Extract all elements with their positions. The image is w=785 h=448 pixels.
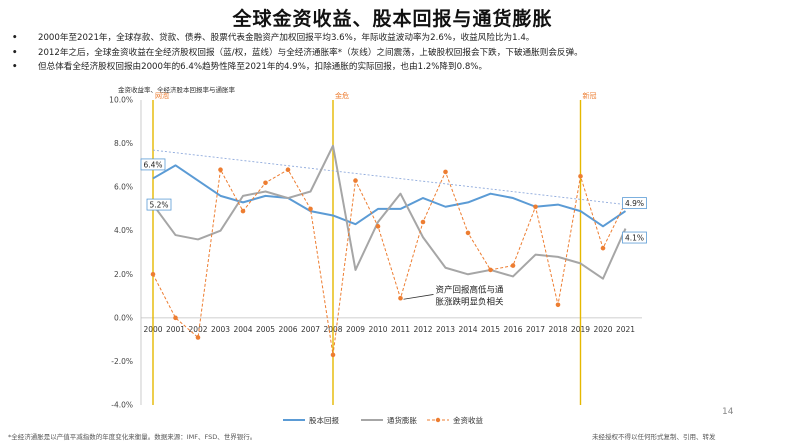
series-line-0 xyxy=(152,164,627,228)
value-label-box xyxy=(622,231,647,244)
x-tick-label: 2009 xyxy=(346,325,365,334)
x-tick-label: 2015 xyxy=(481,325,500,334)
x-tick-label: 2011 xyxy=(391,325,410,334)
x-tick-label: 2004 xyxy=(233,325,252,334)
trend-line xyxy=(152,149,626,206)
series-point xyxy=(510,263,516,268)
series-point xyxy=(195,335,201,340)
x-tick-label: 2012 xyxy=(413,325,432,334)
x-tick-label: 2006 xyxy=(278,325,297,334)
value-label: 4.1% xyxy=(625,234,644,243)
y-tick-label: -4.0% xyxy=(111,401,133,410)
legend-label: 通货膨胀 xyxy=(387,415,417,425)
series-point xyxy=(330,352,336,358)
x-tick-label: 2020 xyxy=(593,325,612,334)
legend-label: 金资收益 xyxy=(453,415,483,425)
x-tick-label: 2021 xyxy=(616,325,635,334)
bullet-text: 但总体看全经济股权回报由2000年的6.4%趋势性降至2021年的4.9%，扣除… xyxy=(38,62,488,72)
bullet-text: 2000年至2021年，全球存款、贷款、债券、股票代表金融资产加权回报平均3.6… xyxy=(38,33,535,43)
bullet-item: • 2000年至2021年，全球存款、贷款、债券、股票代表金融资产加权回报平均3.… xyxy=(8,31,778,46)
series-line-2 xyxy=(152,168,626,355)
series-point xyxy=(600,245,606,251)
value-label-box xyxy=(140,158,166,171)
value-label-box xyxy=(622,197,647,210)
series-point xyxy=(150,271,156,277)
series-point xyxy=(285,167,291,173)
bullet-marker: • xyxy=(12,62,18,72)
x-tick-label: 2001 xyxy=(166,325,185,334)
x-tick-label: 2016 xyxy=(503,325,522,334)
series-point xyxy=(353,178,358,183)
series-line-1 xyxy=(152,144,627,280)
value-label: 4.9% xyxy=(625,199,644,208)
y-tick-label: 10.0% xyxy=(109,96,133,105)
copyright-notice: 未经授权不得以任何形式复制、引用、转发 xyxy=(592,433,716,441)
x-tick-label: 2003 xyxy=(211,325,230,334)
footnote: *全经济通胀是以产值平减指数的年度变化来衡量。数据来源：IMF、FSD、世界银行… xyxy=(8,433,257,441)
x-tick-label: 2005 xyxy=(256,325,275,334)
event-label: 新冠 xyxy=(583,91,597,100)
legend-swatch-marker xyxy=(435,417,441,423)
series-point xyxy=(218,167,223,173)
page-number: 14 xyxy=(722,407,734,417)
x-tick-label: 2018 xyxy=(548,325,567,334)
series-point xyxy=(465,230,471,236)
bullet-item: • 2012年之后，全球金资收益在全经济股权回报（蓝/权，蓝线）与全经济通胀率*（… xyxy=(8,46,778,61)
series-point xyxy=(375,224,381,229)
event-label: 金危 xyxy=(335,91,349,100)
series-point xyxy=(578,173,583,179)
series-point xyxy=(173,315,178,321)
y-tick-label: 6.0% xyxy=(114,183,133,192)
annotation-arrow xyxy=(403,294,434,300)
legend-label: 股本回报 xyxy=(309,415,339,425)
series-point xyxy=(488,267,493,273)
x-tick-label: 2010 xyxy=(368,325,387,334)
bullet-list: • 2000年至2021年，全球存款、贷款、债券、股票代表金融资产加权回报平均3.… xyxy=(8,31,778,75)
x-tick-label: 2007 xyxy=(301,325,320,334)
series-point xyxy=(420,219,426,225)
x-tick-label: 2014 xyxy=(458,325,477,334)
y-tick-label: 2.0% xyxy=(114,270,133,279)
value-label: 5.2% xyxy=(149,201,168,210)
annotation-text: 胀涨跌明显负相关 xyxy=(436,296,505,307)
series-point xyxy=(555,302,561,308)
page-title: 全球金资收益、股本回报与通货膨胀 xyxy=(232,8,553,30)
bullet-marker: • xyxy=(12,47,18,58)
series-point xyxy=(533,204,538,210)
series-point xyxy=(240,208,246,214)
value-label-box xyxy=(146,198,172,211)
chart-axis-title: 金资收益率、全经济股本回报率与通胀率 xyxy=(118,85,236,94)
y-tick-label: 4.0% xyxy=(114,226,133,235)
value-label: 6.4% xyxy=(143,160,162,169)
bullet-item: • 但总体看全经济股权回报由2000年的6.4%趋势性降至2021年的4.9%，扣… xyxy=(8,60,778,75)
bullet-text: 2012年之后，全球金资收益在全经济股权回报（蓝/权，蓝线）与全经济通胀率*（灰… xyxy=(38,47,583,58)
y-tick-label: -2.0% xyxy=(111,357,133,366)
x-tick-label: 2017 xyxy=(526,325,545,334)
x-tick-label: 2013 xyxy=(436,325,455,334)
series-point xyxy=(308,206,313,212)
series-point xyxy=(263,180,268,186)
series-point xyxy=(398,295,403,301)
y-tick-label: 0.0% xyxy=(114,313,133,322)
annotation-text: 资产回报高低与通 xyxy=(436,284,505,295)
y-tick-label: 8.0% xyxy=(114,139,133,148)
x-tick-label: 2002 xyxy=(188,325,207,334)
bullet-marker: • xyxy=(12,33,18,43)
series-point xyxy=(443,169,448,175)
event-label: 网泡 xyxy=(155,91,169,100)
